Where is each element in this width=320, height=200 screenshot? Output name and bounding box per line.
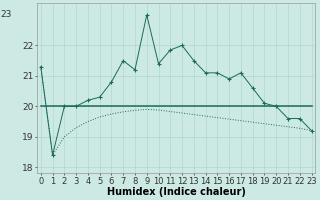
- Text: 23: 23: [0, 10, 12, 19]
- X-axis label: Humidex (Indice chaleur): Humidex (Indice chaleur): [107, 187, 246, 197]
